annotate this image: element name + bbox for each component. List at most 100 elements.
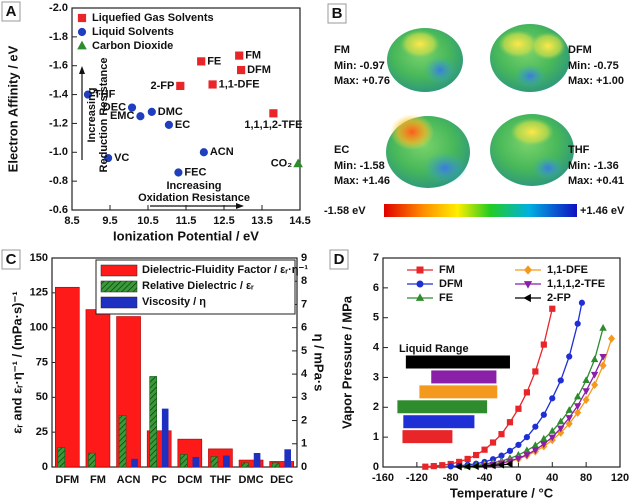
marker: [269, 109, 278, 118]
molecule-min: Min: -1.36: [568, 160, 619, 172]
series-line: [425, 308, 553, 468]
molecule-max: Max: +1.46: [334, 175, 390, 187]
point-label: 1,1-DFE: [219, 78, 260, 90]
series-line: [450, 302, 583, 468]
marker: [515, 405, 522, 412]
marker: [573, 403, 582, 410]
marker: [127, 103, 137, 112]
marker: [147, 107, 156, 116]
marker: [506, 419, 514, 426]
marker: [591, 380, 599, 390]
molecule-name: EC: [334, 144, 349, 156]
x-axis-title: Temperature / °C: [450, 485, 554, 500]
y-tick-label: -1.0: [49, 146, 68, 158]
marker: [540, 341, 547, 348]
marker: [540, 434, 548, 442]
y-tick-label: 25: [36, 426, 48, 438]
marker: [548, 427, 556, 434]
bar: [238, 459, 264, 468]
y2-tick-label: 7: [301, 298, 307, 310]
marker: [447, 463, 454, 470]
marker: [498, 431, 505, 438]
molecule-min: Min: -0.75: [568, 60, 619, 72]
annotation: Oxidation Resistance: [138, 192, 250, 204]
panel-letter: B: [332, 5, 343, 22]
y2-tick-label: 1: [301, 438, 307, 450]
y-tick-label: -1.4: [49, 88, 69, 100]
y-tick-label: 3: [373, 371, 379, 383]
point-label: THF: [94, 88, 116, 100]
x-tick-label: DEC: [270, 474, 293, 486]
y-tick-label: 0: [373, 461, 379, 473]
marker: [557, 417, 565, 425]
marker: [578, 299, 586, 306]
marker: [574, 408, 582, 417]
marker: [574, 320, 581, 327]
x-tick-label: DCM: [177, 474, 202, 486]
point-label: CO₂: [271, 158, 293, 170]
bar: [192, 456, 200, 468]
marker: [77, 40, 87, 50]
panel-letter: D: [334, 251, 345, 268]
arrowhead: [236, 203, 244, 209]
bar: [57, 447, 66, 468]
y-axis-title: Vapor Pressure / MPa: [339, 295, 354, 429]
marker: [523, 293, 531, 303]
y-tick-label: 6: [373, 282, 379, 294]
marker: [463, 462, 471, 471]
marker: [237, 65, 246, 75]
x-axis-title: Ionization Potential / eV: [113, 228, 259, 243]
molecule-min: Min: -0.97: [334, 60, 385, 72]
y2-tick-label: 0: [301, 461, 307, 473]
x-tick-label: -80: [443, 472, 459, 484]
marker: [430, 463, 437, 470]
legend-label: 1,1,1,2-TFE: [547, 278, 605, 290]
marker: [77, 13, 87, 23]
point-label: FM: [245, 50, 261, 62]
marker: [557, 377, 564, 384]
marker: [540, 411, 547, 418]
molecule-name: DFM: [568, 44, 592, 56]
marker: [549, 305, 556, 312]
legend-label: 1,1-DFE: [547, 264, 588, 276]
marker: [599, 361, 607, 370]
marker: [608, 334, 616, 343]
y2-tick-label: 5: [301, 345, 307, 357]
panel-letter-box: [1, 1, 21, 22]
legend-label: 2-FP: [547, 292, 571, 304]
bar: [271, 462, 280, 468]
marker: [136, 112, 145, 121]
legend-label: Carbon Dioxide: [92, 40, 173, 52]
legend-swatch: [100, 280, 138, 293]
legend-swatch: [100, 296, 138, 309]
x-tick-label: -40: [477, 472, 493, 484]
marker: [599, 324, 607, 331]
bar: [118, 415, 127, 468]
molecule-name: FM: [334, 44, 350, 56]
y-tick-label: 7: [373, 252, 379, 264]
scale-min-label: -1.58 eV: [324, 205, 366, 217]
point-label: DMC: [158, 106, 183, 118]
marker: [524, 265, 532, 275]
marker: [590, 355, 599, 363]
x-tick-label: DFM: [55, 474, 79, 486]
molecule-fm: [387, 28, 463, 92]
y2-tick-label: 6: [301, 322, 307, 334]
panel-letter-box: [327, 3, 347, 24]
point-label: DEC: [103, 101, 126, 113]
marker: [565, 406, 573, 413]
x-tick-label: 14.5: [289, 215, 310, 227]
marker: [83, 90, 93, 99]
molecule-max: Max: +0.41: [568, 175, 624, 187]
y-axis-title: εᵣ and εᵣ·η⁻¹ / (mPa·s)⁻¹: [9, 291, 24, 433]
legend-label: Relative Dielectric / εᵣ: [142, 280, 254, 292]
marker: [480, 462, 488, 470]
marker: [590, 371, 599, 379]
liquid-range-bar: [402, 430, 453, 444]
point-label: 2-FP: [150, 80, 174, 92]
liquid-range-bar: [397, 400, 488, 414]
x-tick-label: 13.5: [251, 215, 272, 227]
x-tick-label: 11.5: [176, 215, 197, 227]
point-label: ACN: [210, 146, 234, 158]
